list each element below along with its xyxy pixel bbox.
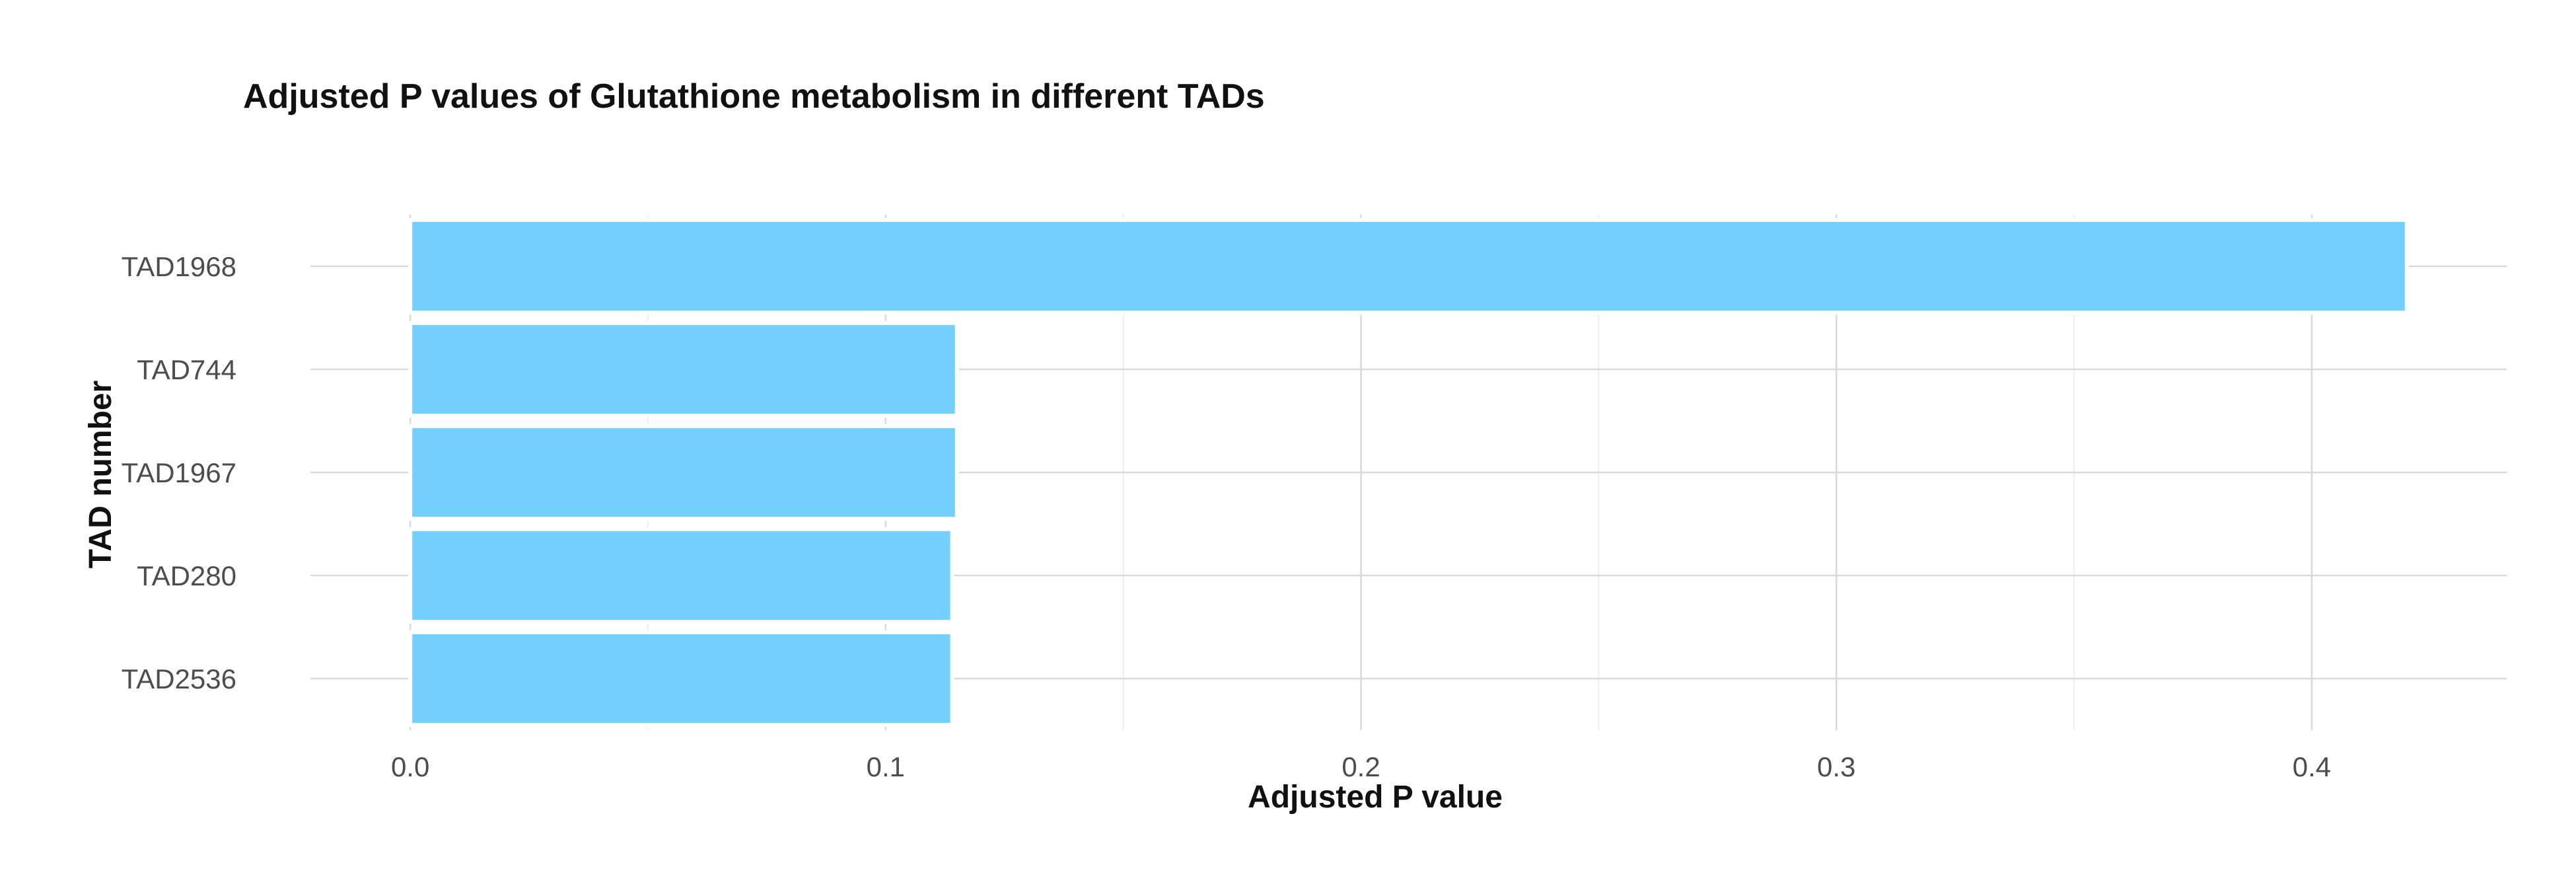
x-tick-label: 0.3 [1817, 751, 1855, 782]
y-tick-label: TAD744 [137, 354, 236, 385]
bar-tad280 [408, 527, 954, 624]
x-tick-label: 0.1 [867, 751, 905, 782]
bar-tad1968 [408, 217, 2409, 315]
x-tick-label: 0.2 [1342, 751, 1380, 782]
bar-tad2536 [408, 630, 954, 727]
x-axis-title: Adjusted P value [1248, 780, 1503, 815]
bar-tad744 [408, 320, 959, 418]
y-tick-label: TAD2536 [122, 663, 236, 694]
y-tick-label: TAD1968 [122, 251, 236, 282]
y-axis-title: TAD number [83, 381, 118, 568]
y-tick-label: TAD280 [137, 560, 236, 591]
bar-tad1967 [408, 424, 959, 521]
x-axis-ticks: 0.0 0.1 0.2 0.3 0.4 [391, 751, 2331, 782]
bars [408, 217, 2409, 727]
x-tick-label: 0.0 [391, 751, 429, 782]
x-tick-label: 0.4 [2293, 751, 2331, 782]
chart-title: Adjusted P values of Glutathione metabol… [243, 77, 1265, 116]
y-axis-ticks: TAD1968 TAD744 TAD1967 TAD280 TAD2536 [122, 251, 236, 694]
y-tick-label: TAD1967 [122, 457, 236, 488]
